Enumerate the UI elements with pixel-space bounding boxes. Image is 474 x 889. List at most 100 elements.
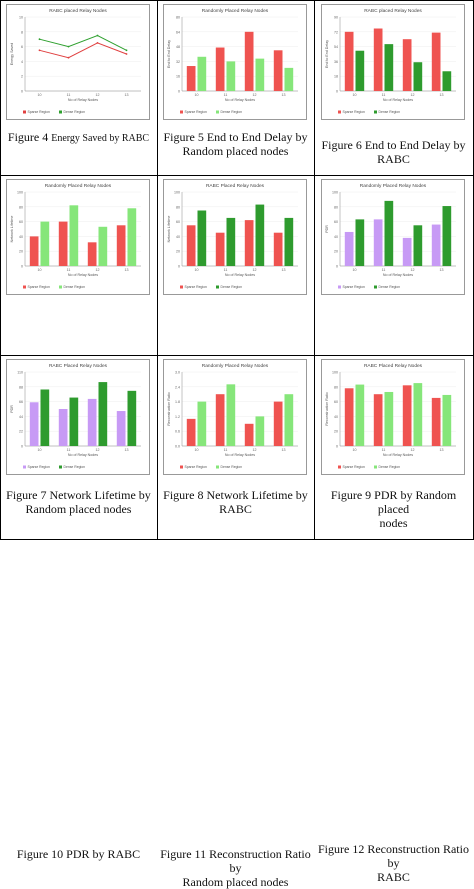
bar-sparse xyxy=(29,236,38,266)
y-axis-label: Network Lifetime xyxy=(167,216,171,243)
bar-sparse xyxy=(116,225,125,266)
bar-dense xyxy=(40,221,49,266)
figure-cell-10: RABC Placed Relay Nodes 0 22 44 66 88 110 PDR 10… xyxy=(0,355,157,861)
figure-cell-9: Randomly Placed Relay Nodes 0 20 40 60 80 100 P… xyxy=(314,175,473,530)
caption-text: Energy Saved by RABC xyxy=(51,133,150,144)
legend-swatch xyxy=(373,285,377,289)
series-line-dense xyxy=(38,34,127,51)
bar-sparse xyxy=(373,394,382,446)
chart-panel: RABC Placed Relay Nodes 0 20 40 60 80 100 Netwo… xyxy=(162,179,307,295)
bar-dense xyxy=(442,206,451,266)
figure-cell-5: Randomly Placed Relay Nodes 0 16 32 48 64 80 En… xyxy=(157,0,314,175)
x-axis-label: No of Relay Nodes xyxy=(224,98,254,102)
bar-sparse xyxy=(58,409,67,446)
bar-dense xyxy=(127,390,136,446)
bar-dense xyxy=(413,383,422,446)
y-tick-label: 18 xyxy=(334,75,338,79)
y-tick-label: 0 xyxy=(336,265,338,269)
legend-label: Sparse Region xyxy=(342,285,365,289)
legend-label: Dense Region xyxy=(220,285,242,289)
figure-caption: Figure 5 End to End Delay by Random place… xyxy=(157,130,314,158)
y-axis-label: Reconstruction Ratio xyxy=(325,392,329,425)
data-point xyxy=(96,34,98,37)
bar-sparse xyxy=(431,224,440,266)
bar-dense xyxy=(355,384,364,446)
bar-dense xyxy=(197,401,206,446)
bar-dense xyxy=(442,394,451,446)
y-tick-label: 40 xyxy=(334,235,338,239)
y-tick-label: 0 xyxy=(336,90,338,94)
legend-label: Dense Region xyxy=(63,465,85,469)
chart-title: RABC Placed Relay Nodes xyxy=(205,183,264,189)
y-tick-label: 8 xyxy=(21,30,23,34)
bar-dense xyxy=(98,382,107,446)
y-tick-label: 80 xyxy=(334,205,338,209)
bar-sparse xyxy=(344,388,353,446)
y-tick-label: 60 xyxy=(334,400,338,404)
x-tick-label: 11 xyxy=(66,268,70,272)
legend-label: Dense Region xyxy=(378,465,400,469)
x-tick-label: 13 xyxy=(439,268,443,272)
y-axis-label: PDR xyxy=(325,225,329,233)
chart-svg: RABC Placed Relay Nodes 0 20 40 60 80 100 Recon… xyxy=(325,363,456,469)
y-tick-label: 36 xyxy=(334,60,338,64)
bar-sparse xyxy=(402,385,411,446)
chart-svg: RABC placed Relay Nodes 0 2 4 6 8 10 Energy Sav… xyxy=(10,8,141,114)
y-tick-label: 60 xyxy=(19,220,23,224)
data-point xyxy=(125,53,127,55)
figure-cell-11: Randomly Placed Relay Nodes 0.0 0.6 1.2 1.8 2… xyxy=(157,355,314,889)
data-point xyxy=(67,45,69,48)
legend-label: Dense Region xyxy=(63,110,85,114)
y-tick-label: 44 xyxy=(19,415,23,419)
y-tick-label: 72 xyxy=(334,30,338,34)
bar-dense xyxy=(40,389,49,446)
x-tick-label: 13 xyxy=(439,93,443,97)
legend-swatch xyxy=(215,285,219,289)
chart-svg: Randomly Placed Relay Nodes 0 16 32 48 64 80 En… xyxy=(167,8,298,114)
x-tick-label: 11 xyxy=(381,448,385,452)
bar-sparse xyxy=(87,242,96,266)
chart-panel: RABC placed Relay Nodes 0 18 36 54 72 90 End to… xyxy=(320,4,465,120)
bar-dense xyxy=(284,217,293,266)
y-tick-label: 2.4 xyxy=(175,385,180,389)
chart-panel: Randomly Placed Relay Nodes 0 16 32 48 64 80 En… xyxy=(162,4,307,120)
legend-swatch xyxy=(179,465,183,469)
legend-swatch xyxy=(22,110,26,114)
y-tick-label: 66 xyxy=(19,400,23,404)
x-axis-label: No of Relay Nodes xyxy=(67,273,97,277)
data-point xyxy=(38,49,40,52)
caption-text: RABC xyxy=(219,502,252,516)
bar-sparse xyxy=(244,31,253,91)
legend-label: Dense Region xyxy=(220,110,242,114)
x-tick-label: 10 xyxy=(37,268,41,272)
x-tick-label: 12 xyxy=(252,268,256,272)
y-tick-label: 0 xyxy=(178,265,180,269)
chart-svg: Randomly Placed Relay Nodes 0.0 0.6 1.2 1.8 2… xyxy=(167,363,298,469)
chart-title: RABC placed Relay Nodes xyxy=(364,8,422,14)
x-tick-label: 12 xyxy=(252,93,256,97)
bar-dense xyxy=(355,50,364,91)
bar-dense xyxy=(69,205,78,266)
bar-sparse xyxy=(186,66,195,91)
legend-swatch xyxy=(58,110,62,114)
caption-text: Figure 5 End to End Delay by xyxy=(163,130,308,144)
figure-caption: Figure 12 Reconstruction Ratio by RABC xyxy=(314,842,473,884)
y-tick-label: 16 xyxy=(176,75,180,79)
caption-text: Figure 11 Reconstruction Ratio by xyxy=(160,847,311,875)
y-tick-label: 6 xyxy=(21,45,23,49)
x-tick-label: 10 xyxy=(352,448,356,452)
bar-dense xyxy=(284,394,293,446)
bar-dense xyxy=(69,397,78,446)
figure-cell-12: RABC Placed Relay Nodes 0 20 40 60 80 100 Recon… xyxy=(314,355,473,884)
bar-dense xyxy=(255,58,264,91)
figure-cell-4: RABC placed Relay Nodes 0 2 4 6 8 10 Energy Sav… xyxy=(0,0,157,175)
x-axis-label: No of Relay Nodes xyxy=(224,453,254,457)
x-tick-label: 12 xyxy=(410,448,414,452)
y-tick-label: 100 xyxy=(332,371,338,375)
legend-swatch xyxy=(337,110,341,114)
y-tick-label: 20 xyxy=(19,250,23,254)
bar-sparse xyxy=(244,220,253,266)
y-tick-label: 100 xyxy=(332,191,338,195)
legend-label: Dense Region xyxy=(378,285,400,289)
caption-text: Random placed nodes xyxy=(25,502,132,516)
